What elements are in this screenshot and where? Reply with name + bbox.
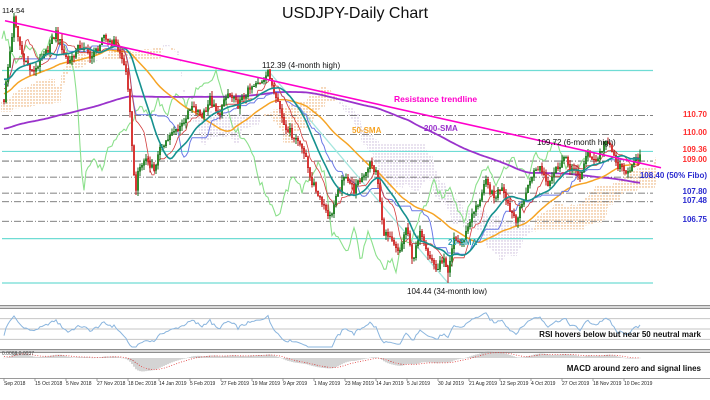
date-axis-label: 5 Feb 2019 — [190, 381, 216, 387]
date-axis-label: Sep 2018 — [4, 381, 26, 387]
rsi-note: RSI hovers below but near 50 neutral mar… — [539, 330, 701, 339]
date-axis-label: 4 Oct 2019 — [531, 381, 556, 387]
date-axis-label: 15 Oct 2018 — [35, 381, 63, 387]
price-level-label: 110.00 — [682, 128, 707, 138]
sma200-label: 200-SMA — [424, 124, 458, 133]
sma50-label: 50-SMA — [352, 126, 382, 135]
date-axis-label: 14 Jan 2019 — [159, 381, 187, 387]
date-axis-label: 14 Jun 2019 — [376, 381, 404, 387]
date-axis-label: 10 Dec 2019 — [624, 381, 653, 387]
date-axis-label: 18 Dec 2018 — [128, 381, 157, 387]
date-axis-label: 27 Feb 2019 — [221, 381, 250, 387]
date-axis-label: 5 Nov 2018 — [66, 381, 92, 387]
date-axis-label: 27 Oct 2019 — [562, 381, 590, 387]
sma20-label: 20-SMA — [448, 238, 478, 247]
price-level-label: 109.36 — [682, 145, 707, 155]
price-level-label: 109.00 — [682, 155, 707, 165]
top-high-label: 114.54 — [2, 6, 25, 15]
date-axis-label: 9 Apr 2019 — [283, 381, 308, 387]
six-month-high-label: 109.72 (6-month high) — [537, 138, 616, 147]
price-level-label: 110.70 — [682, 109, 707, 119]
date-axis-label: 12 Sep 2019 — [500, 381, 529, 387]
price-level-label: 107.80 — [682, 187, 707, 197]
date-axis-label: 19 Mar 2019 — [252, 381, 281, 387]
date-axis-label: 18 Nov 2019 — [593, 381, 622, 387]
price-level-label: 106.75 — [682, 215, 707, 225]
price-level-label: 108.40 (50% Fibo) — [639, 171, 707, 181]
date-axis-label: 21 Aug 2019 — [469, 381, 498, 387]
chart-title: USDJPY-Daily Chart — [281, 5, 429, 22]
macd-note: MACD around zero and signal lines — [566, 364, 701, 373]
date-axis-label: 23 May 2019 — [345, 381, 374, 387]
thirty-four-month-low-label: 104.44 (34-month low) — [407, 287, 488, 296]
date-axis-label: 5 Jul 2019 — [407, 381, 431, 387]
four-month-high-label: 112.39 (4-month high) — [262, 61, 341, 70]
date-axis-label: 1 May 2019 — [314, 381, 341, 387]
date-axis-label: 27 Nov 2018 — [97, 381, 126, 387]
price-level-label: 107.48 — [682, 195, 707, 205]
macd-values: 0.0068 0.0037 — [2, 351, 34, 357]
date-axis-label: 30 Jul 2019 — [438, 381, 464, 387]
resistance-trendline-label: Resistance trendline — [394, 94, 478, 104]
